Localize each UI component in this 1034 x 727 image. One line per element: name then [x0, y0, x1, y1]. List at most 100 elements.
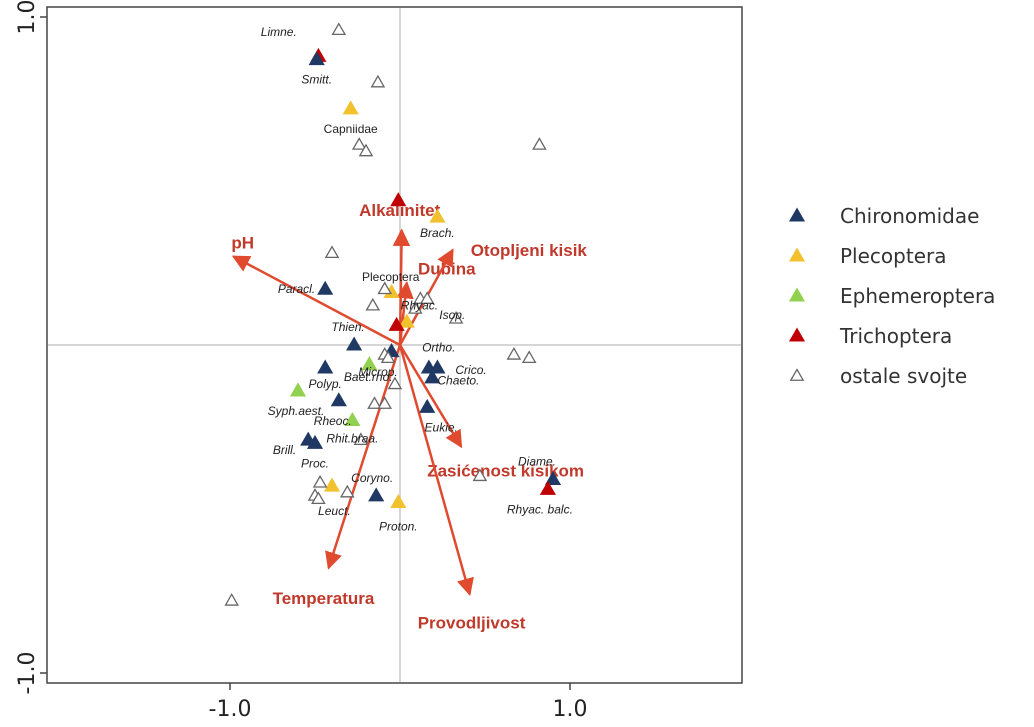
point-other-46	[353, 432, 369, 445]
point-other-48	[312, 474, 328, 488]
point-label-capniidae: Capniidae	[324, 122, 378, 136]
point-other-44	[367, 396, 382, 409]
point-chir-5	[317, 280, 334, 295]
point-ephe-18	[344, 411, 361, 426]
point-label-brill: Brill.	[273, 443, 296, 457]
point-chir-15	[424, 369, 441, 384]
point-other-27	[331, 22, 347, 35]
vector-arrow-ph	[231, 255, 401, 347]
point-other-50	[311, 491, 326, 505]
point-other-42	[521, 350, 537, 363]
point-ephe-11	[361, 356, 378, 371]
vector-arrow-zasi-enost-kisikom	[398, 344, 463, 449]
annotation-baet-rho: Baet.rho.	[344, 370, 393, 384]
point-label-proc: Proc.	[301, 456, 329, 470]
species-points	[224, 22, 562, 606]
point-other-36	[419, 291, 435, 304]
annotation-chaeto: Chaeto.	[437, 373, 479, 387]
vector-arrow-temperatura	[325, 344, 402, 570]
vector-label-otopljeni-kisik: Otopljeni kisik	[471, 241, 588, 260]
point-plec-24	[390, 493, 407, 508]
point-tric-26	[539, 480, 556, 495]
point-chir-19	[419, 398, 436, 413]
point-label-isop: Isop.	[439, 308, 465, 322]
point-chir-17	[330, 392, 347, 407]
vector-arrow-dubina	[396, 280, 414, 346]
x-tick-label: 1.0	[553, 697, 588, 722]
point-other-37	[408, 301, 423, 314]
annotation-ortho: Ortho.	[422, 341, 455, 355]
point-label-crico: Crico.	[455, 363, 486, 377]
point-label-coryno: Coryno.	[351, 471, 393, 485]
point-label-paracl: Paracl.	[278, 282, 315, 296]
axis-ticks: -1.0 1.0 -1.0 1.0	[15, 0, 588, 722]
legend-marker-trichoptera	[788, 327, 806, 342]
point-label-eukie: Eukie.	[425, 420, 458, 434]
point-label-brach: Brach.	[420, 226, 455, 240]
point-label-rhyac-balc: Rhyac. balc.	[507, 502, 573, 516]
vector-arrow-provodljivost	[398, 344, 474, 596]
point-other-32	[324, 245, 340, 259]
legend-marker-chironomidae	[788, 207, 806, 222]
x-tick-label: -1.0	[209, 697, 252, 722]
point-other-52	[224, 593, 239, 606]
point-chir-21	[306, 434, 324, 449]
point-chir-9	[346, 336, 363, 351]
legend-label-chironomidae: Chironomidae	[840, 204, 979, 228]
point-other-34	[365, 297, 381, 311]
legend-label-trichoptera: Trichoptera	[839, 324, 952, 348]
point-tric-8	[388, 316, 405, 331]
vector-label-alkalinitet: Alkalinitet	[359, 201, 441, 220]
point-other-31	[532, 137, 547, 150]
point-plec-2	[342, 100, 359, 115]
y-tick-label: -1.0	[15, 652, 40, 695]
point-other-38	[448, 310, 464, 324]
point-label-smitt: Smitt.	[301, 73, 332, 87]
vector-label-ph: pH	[231, 233, 254, 252]
point-label-rheoc: Rheoc.	[314, 414, 352, 428]
point-plec-6	[383, 284, 400, 299]
point-label-microp: Microp.	[358, 365, 397, 379]
point-plec-22	[323, 477, 341, 492]
vector-label-zasi-enost-kisikom: Zasićenost kisikom	[427, 462, 584, 481]
point-other-47	[472, 468, 488, 482]
legend-label-ostale-svojte: ostale svojte	[840, 364, 967, 388]
point-tric-3	[390, 192, 407, 207]
vector-label-temperatura: Temperatura	[273, 589, 375, 608]
point-chir-23	[368, 487, 385, 502]
point-chir-14	[429, 359, 446, 374]
legend: Chironomidae Plecoptera Ephemeroptera Trich…	[788, 204, 995, 388]
point-other-28	[370, 74, 386, 88]
point-label-diame: Diame.	[518, 454, 556, 468]
point-other-43	[387, 376, 403, 390]
vector-label-dubina: Dubina	[418, 260, 476, 279]
point-other-30	[358, 143, 374, 157]
point-other-40	[380, 350, 396, 363]
point-other-51	[340, 484, 355, 498]
point-plec-4	[429, 208, 446, 223]
point-other-41	[506, 347, 522, 360]
y-tick-label: 1.0	[15, 0, 40, 35]
legend-marker-plecoptera	[788, 247, 806, 262]
point-plec-7	[398, 313, 415, 328]
legend-label-plecoptera: Plecoptera	[840, 244, 946, 268]
vector-label-provodljivost: Provodljivost	[418, 613, 526, 632]
species-labels: Smitt. Capniidae Brach. Paracl. Thien. Polyp.…	[261, 25, 573, 533]
point-label-rhit-braa: Rhit.braa.	[326, 431, 378, 445]
point-label-rhyac: Rhyac.	[401, 299, 438, 313]
legend-label-ephemeroptera: Ephemeroptera	[840, 284, 995, 308]
point-other-29	[351, 137, 367, 150]
point-other-45	[377, 396, 392, 409]
point-label-plecoptera: Plecoptera	[362, 270, 420, 284]
point-label-polyp: Polyp.	[309, 377, 342, 391]
legend-marker-ephemeroptera	[788, 287, 806, 302]
point-other-33	[377, 281, 392, 295]
point-ephe-16	[289, 382, 307, 397]
legend-marker-ostale-svojte	[789, 368, 805, 381]
point-label-thien: Thien.	[331, 320, 364, 334]
point-chir-12	[317, 359, 334, 374]
point-label-syph-aest: Syph.aest.	[268, 404, 325, 418]
point-chir-25	[544, 470, 562, 486]
